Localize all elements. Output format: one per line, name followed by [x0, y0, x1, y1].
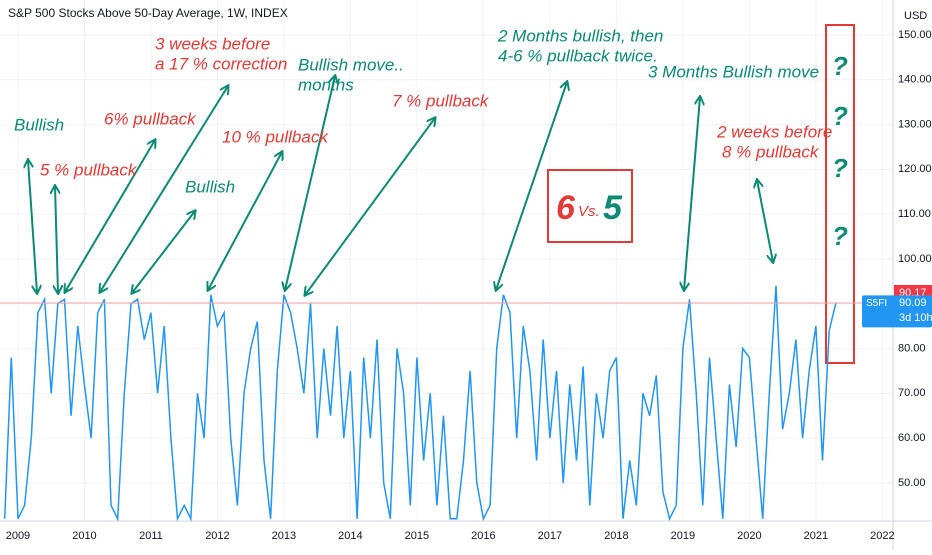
arrow [757, 180, 773, 262]
x-tick-label: 2010 [72, 530, 96, 542]
annotation: 7 % pullback [392, 91, 490, 110]
annotation: 2 Months bullish, then [497, 26, 663, 45]
series-line [3, 285, 837, 522]
annotation: 2 weeks before [716, 122, 832, 141]
arrow [100, 86, 228, 292]
y-tick-label: 60.00 [898, 432, 926, 444]
x-tick-label: 2009 [6, 530, 30, 542]
x-tick-label: 2012 [205, 530, 229, 542]
y-tick-label: 70.00 [898, 387, 926, 399]
currency: USD [904, 10, 927, 22]
y-tick-label: 120.00 [898, 163, 932, 175]
arrow [285, 76, 335, 290]
x-tick-label: 2020 [737, 530, 761, 542]
question-mark: ? [832, 153, 848, 183]
annotation: months [298, 75, 354, 94]
annotation: Bullish [14, 115, 64, 134]
score-middle: Vs. [578, 203, 600, 220]
x-tick-label: 2019 [671, 530, 695, 542]
y-tick-label: 140.00 [898, 74, 932, 86]
arrows [28, 76, 773, 295]
arrow [496, 82, 567, 290]
annotation: 3 Months Bullish move [648, 62, 819, 81]
score-right: 5 [603, 189, 623, 227]
x-tick-label: 2016 [471, 530, 495, 542]
y-tick-label: 150.00 [898, 29, 932, 41]
annotation: 8 % pullback [722, 142, 820, 161]
x-tick-label: 2015 [405, 530, 429, 542]
question-mark: ? [832, 221, 848, 251]
x-tick-label: 2022 [870, 530, 894, 542]
x-tick-label: 2021 [804, 530, 828, 542]
x-tick-label: 2013 [272, 530, 296, 542]
annotation: a 17 % correction [155, 54, 287, 73]
annotation: 10 % pullback [222, 127, 329, 146]
arrow [55, 186, 58, 293]
arrow [305, 118, 435, 295]
arrow [684, 97, 700, 290]
annotation: Bullish move.. [298, 55, 404, 74]
arrow [208, 152, 282, 290]
score-box [547, 169, 633, 243]
question-box [825, 24, 855, 364]
y-tick-label: 50.00 [898, 477, 926, 489]
last-value-tag [862, 295, 932, 328]
arrow [132, 211, 195, 293]
score-left: 6 [556, 189, 576, 227]
annotation: 5 % pullback [40, 160, 138, 179]
y-tick-label: 110.00 [898, 208, 931, 220]
annotation: 6% pullback [104, 109, 197, 128]
question-mark: ? [832, 101, 848, 131]
y-tick-label: 130.00 [898, 118, 932, 130]
last-value-label: 90.09 [899, 297, 927, 309]
annotation: 3 weeks before [155, 34, 270, 53]
chart-title: S&P 500 Stocks Above 50-Day Average, 1W,… [8, 6, 288, 20]
x-tick-label: 2018 [604, 530, 628, 542]
x-tick-label: 2011 [139, 530, 163, 542]
x-tick-label: 2017 [538, 530, 562, 542]
annotation: 4-6 % pullback twice. [498, 46, 658, 65]
arrow [28, 160, 37, 293]
y-tick-label: 100.00 [898, 253, 932, 265]
x-tick-label: 2014 [338, 530, 362, 542]
y-tick-label: 80.00 [898, 342, 926, 354]
countdown-label: 3d 10h [899, 312, 932, 324]
question-mark: ? [832, 51, 848, 81]
annotation: Bullish [185, 177, 235, 196]
symbol-label: S5FI [866, 298, 887, 309]
